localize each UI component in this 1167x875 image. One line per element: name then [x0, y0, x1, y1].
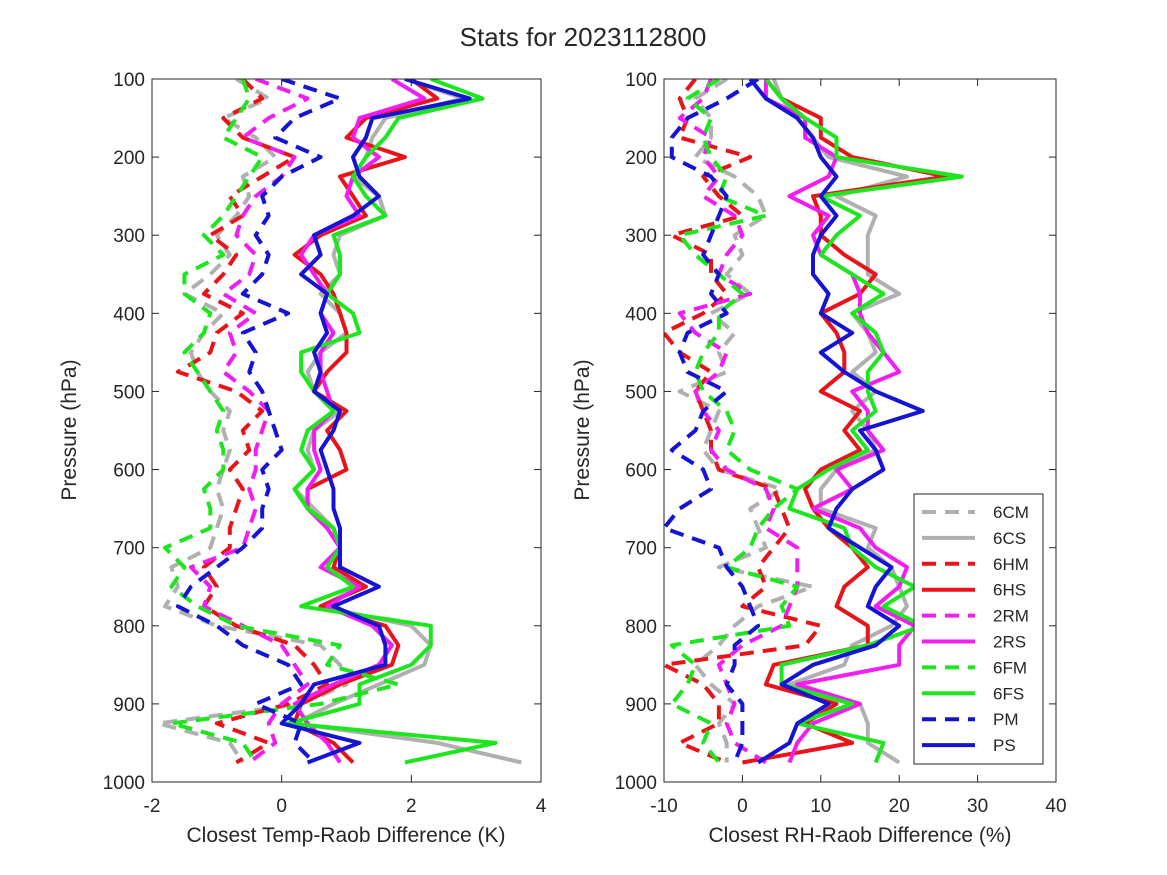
- temp-y-tick-label: 900: [113, 695, 145, 716]
- rh-y-tick-label: 900: [625, 695, 657, 716]
- rh-x-axis-label: Closest RH-Raob Difference (%): [708, 824, 1011, 847]
- temp-y-axis-label: Pressure (hPa): [58, 359, 81, 500]
- temp-x-tick-label: -2: [144, 796, 161, 817]
- rh-y-tick-label: 300: [625, 226, 657, 247]
- temp-series-2rm-line: [188, 79, 310, 765]
- rh-y-tick-label: 100: [625, 70, 657, 91]
- temp-y-tick-label: 100: [113, 70, 145, 91]
- temp-y-tick-label: 600: [113, 461, 145, 482]
- legend-label-6fs: 6FS: [993, 684, 1024, 703]
- rh-x-tick-label: 10: [810, 796, 831, 817]
- rh-y-tick-label: 500: [625, 382, 657, 403]
- rh-panel: -10 0 10 20 30 40 100 200 300 400 500 600 700 800 900 1…: [571, 70, 1067, 847]
- rh-series-6fs-line: [764, 79, 964, 764]
- legend-label-6hs: 6HS: [993, 581, 1026, 600]
- temp-y-tick-label: 1000: [103, 773, 145, 794]
- legend-label-2rm: 2RM: [993, 607, 1029, 626]
- rh-x-tick-label: 0: [737, 796, 748, 817]
- temp-x-tick-label: 4: [536, 796, 547, 817]
- temp-y-tick-label: 200: [113, 148, 145, 169]
- temp-series-ps-line: [279, 79, 472, 765]
- temp-series-pm-line: [175, 79, 342, 764]
- legend-items: 6CM 6CS 6HM 6HS 2RM 2RS 6FM 6FS PM PS: [922, 503, 1029, 755]
- temp-y-tick-label: 800: [113, 617, 145, 638]
- rh-y-tick-label: 600: [625, 461, 657, 482]
- rh-y-tick-label: 700: [625, 539, 657, 560]
- temp-y-tick-label: 400: [113, 304, 145, 325]
- rh-x-tick-label: -10: [650, 796, 677, 817]
- rh-plot-frame: [663, 78, 1057, 783]
- temp-series-layer: [156, 79, 522, 765]
- rh-series-6hm-line: [664, 79, 823, 765]
- temp-y-tick-label: 500: [113, 382, 145, 403]
- temp-series-6cm-line: [156, 79, 349, 764]
- temp-axis-ticks: -2 0 2 4 100 200 300 400 500 600 700 800 900 1000: [103, 70, 547, 817]
- legend-label-6cs: 6CS: [993, 529, 1026, 548]
- rh-series-2rm-line: [677, 79, 800, 765]
- rh-series-6cm-line: [677, 79, 815, 763]
- temp-x-tick-label: 2: [406, 796, 417, 817]
- rh-axis-ticks: -10 0 10 20 30 40 100 200 300 400 500 600 700 800 900 1…: [615, 70, 1067, 817]
- temp-panel: -2 0 2 4 100 200 300 400 500 600 700 800 900 1000 Clo…: [58, 70, 547, 847]
- legend-label-6fm: 6FM: [993, 658, 1027, 677]
- legend-label-6cm: 6CM: [993, 503, 1029, 522]
- temp-y-tick-label: 700: [113, 539, 145, 560]
- temp-plot-frame: [151, 78, 542, 783]
- rh-y-tick-label: 200: [625, 148, 657, 169]
- rh-x-tick-label: 20: [889, 796, 910, 817]
- figure-title: Stats for 2023112800: [460, 22, 707, 52]
- temp-x-tick-label: 0: [276, 796, 287, 817]
- legend-label-2rs: 2RS: [993, 633, 1026, 652]
- temp-series-6fs-line: [286, 79, 498, 765]
- legend-label-6hm: 6HM: [993, 555, 1029, 574]
- rh-series-pm-line: [664, 79, 761, 764]
- legend-label-ps: PS: [993, 736, 1016, 755]
- rh-series-ps-line: [748, 79, 925, 765]
- temp-y-tick-label: 300: [113, 226, 145, 247]
- rh-y-axis-label: Pressure (hPa): [571, 359, 594, 500]
- rh-series-6fm-line: [669, 79, 800, 764]
- rh-x-tick-label: 40: [1045, 796, 1066, 817]
- rh-series-2rs-line: [763, 79, 917, 764]
- temp-x-axis-label: Closest Temp-Raob Difference (K): [186, 824, 505, 847]
- temp-series-6fm-line: [163, 79, 401, 764]
- rh-series-layer: [664, 79, 964, 765]
- rh-y-tick-label: 800: [625, 617, 657, 638]
- rh-y-tick-label: 1000: [615, 773, 657, 794]
- legend-label-pm: PM: [993, 710, 1019, 729]
- temp-series-6hm-line: [175, 79, 330, 765]
- rh-y-tick-label: 400: [625, 304, 657, 325]
- rh-x-tick-label: 30: [967, 796, 988, 817]
- legend: 6CM 6CS 6HM 6HS 2RM 2RS 6FM 6FS PM PS: [913, 493, 1044, 765]
